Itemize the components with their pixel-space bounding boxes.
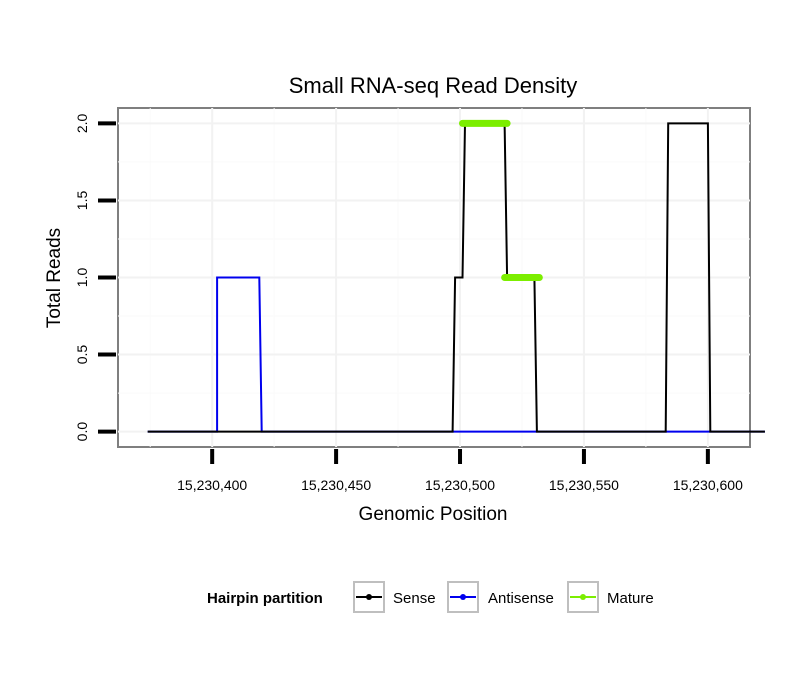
legend-dot-sense xyxy=(366,594,372,600)
legend-label-sense: Sense xyxy=(393,590,436,607)
y-tick-label-4: 2.0 xyxy=(74,113,90,133)
legend-title: Hairpin partition xyxy=(207,590,323,607)
y-axis-title: Total Reads xyxy=(44,228,65,328)
x-tick-label-0: 15,230,400 xyxy=(177,477,247,493)
chart-title: Small RNA-seq Read Density xyxy=(289,73,578,98)
y-tick-label-2: 1.0 xyxy=(74,268,90,288)
legend-dot-antisense xyxy=(460,594,466,600)
x-tick-label-1: 15,230,450 xyxy=(301,477,371,493)
legend-dot-mature xyxy=(580,594,586,600)
legend: Hairpin partition Sense Antisense Mature xyxy=(207,581,654,613)
x-tick-label-2: 15,230,500 xyxy=(425,477,495,493)
y-tick-label-0: 0.0 xyxy=(74,422,90,442)
y-tick-label-1: 0.5 xyxy=(74,345,90,365)
x-axis-title: Genomic Position xyxy=(359,504,508,525)
legend-label-antisense: Antisense xyxy=(488,590,554,607)
x-tick-label-3: 15,230,550 xyxy=(549,477,619,493)
y-tick-label-3: 1.5 xyxy=(74,191,90,211)
series-layer xyxy=(147,119,765,433)
x-tick-label-4: 15,230,600 xyxy=(673,477,743,493)
legend-label-mature: Mature xyxy=(607,590,654,607)
axes: 15,230,400 15,230,450 15,230,500 15,230,550… xyxy=(74,113,743,493)
